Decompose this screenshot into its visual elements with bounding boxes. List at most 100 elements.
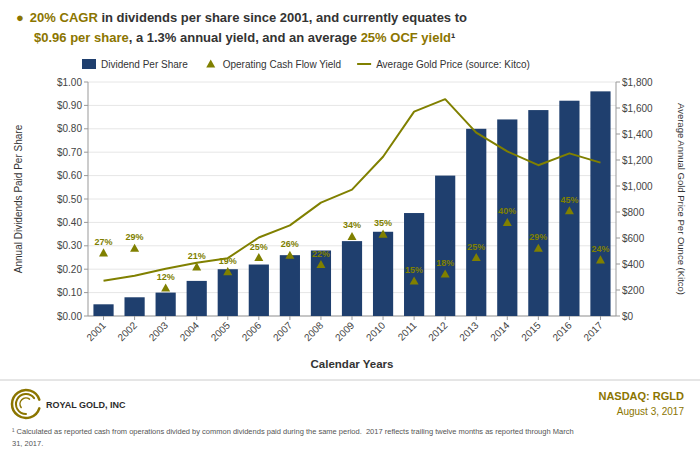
y2-tick-label: $600 (622, 233, 645, 244)
y2-tick (616, 316, 620, 317)
y-tick-label: $1.00 (57, 77, 82, 88)
x-tick (569, 316, 570, 320)
bar (373, 232, 393, 316)
bar (280, 255, 300, 316)
triangle-marker (441, 269, 450, 277)
bar (590, 91, 610, 316)
bar (466, 129, 486, 316)
y-tick (84, 175, 88, 176)
bar (404, 213, 424, 316)
legend-swatch (82, 59, 96, 69)
y2-tick-label: $0 (622, 311, 634, 322)
y-tick-label: $0.60 (57, 170, 82, 181)
bar (124, 297, 144, 316)
triangle-marker (161, 283, 170, 291)
data-label: 25% (467, 242, 485, 252)
footer-divider (0, 380, 700, 381)
text-segment: 20% CAGR (30, 10, 99, 25)
x-tick (196, 316, 197, 320)
y2-tick-label: $1,600 (622, 103, 653, 114)
y-tick-label: $0.40 (57, 217, 82, 228)
y-tick (84, 316, 88, 317)
y-tick (84, 245, 88, 246)
y-tick-label: $0.30 (57, 240, 82, 251)
bar (156, 293, 176, 316)
x-tick (383, 316, 384, 320)
legend-label: Dividend Per Share (101, 59, 188, 70)
line (104, 99, 601, 281)
bar (249, 265, 269, 316)
data-label: 12% (157, 272, 175, 282)
grid (88, 82, 616, 316)
y2-tick-label: $1,400 (622, 129, 653, 140)
x-tick-label: 2009 (333, 319, 357, 343)
legend-swatch (357, 63, 371, 65)
x-tick (289, 316, 290, 320)
data-label: 34% (343, 220, 361, 230)
text-segment: , a 1.3% annual yield (129, 30, 255, 45)
x-tick (600, 316, 601, 320)
x-tick (476, 316, 477, 320)
x-tick (134, 316, 135, 320)
triangle-marker (565, 206, 574, 214)
x-tick-label: 2003 (147, 319, 171, 343)
legend: Dividend Per Share Operating Cash Flow Yi… (82, 59, 530, 70)
y-tick (84, 222, 88, 223)
triangle-marker (192, 262, 201, 270)
bar (218, 269, 238, 316)
logo-text: ROYAL GOLD, INC (46, 400, 126, 410)
y2-tick-label: $1,000 (622, 181, 653, 192)
x-tick-label: 2006 (240, 319, 264, 343)
y2-tick (616, 186, 620, 187)
data-label: 24% (591, 244, 609, 254)
y2-tick (616, 264, 620, 265)
x-tick-label: 2015 (519, 319, 543, 343)
y2-tick-label: $1,800 (622, 77, 653, 88)
x-tick-label: 2017 (581, 319, 605, 343)
x-tick-label: 2016 (550, 319, 574, 343)
x-tick-label: 2013 (457, 319, 481, 343)
chart: ●20% CAGR in dividends per share since 2… (0, 0, 700, 459)
y2-axis-label: Average Annual Gold Price Per Ounce (Kit… (676, 103, 687, 295)
x-tick-label: 2004 (178, 319, 202, 343)
text-segment: , and an average (255, 30, 361, 45)
y2-tick-label: $1,200 (622, 155, 653, 166)
y-tick-label: $0.90 (57, 100, 82, 111)
footnote: 31, 2017. (12, 439, 43, 448)
y-tick-label: $0.70 (57, 147, 82, 158)
x-axis-label: Calendar Years (311, 358, 394, 370)
text-segment: 25% OCF yield (361, 30, 451, 45)
data-label: 22% (312, 249, 330, 259)
triangle-marker (99, 248, 108, 256)
y-tick (84, 152, 88, 153)
bar (187, 281, 207, 316)
y-tick-label: $0.50 (57, 194, 82, 205)
x-tick-label: 2007 (271, 319, 295, 343)
y-tick (84, 292, 88, 293)
data-label: 29% (529, 232, 547, 242)
x-tick-label: 2011 (396, 319, 419, 342)
triangle-marker (379, 230, 388, 238)
y2-tick (616, 134, 620, 135)
logo (12, 390, 39, 418)
triangle-marker (130, 244, 139, 252)
triangle-marker (316, 260, 325, 268)
text-segment: ¹ (451, 30, 455, 45)
data-labels: 27%29%12%21%19%25%26%22%34%35%15%18%25%4… (95, 195, 610, 282)
y-axis-label: Annual Dividends Paid Per Share (13, 124, 24, 273)
legend-label: Operating Cash Flow Yield (223, 59, 341, 70)
triangle-marker (285, 251, 294, 259)
text-segment: ● (16, 10, 24, 25)
triangle-marker (254, 253, 263, 261)
bar (528, 110, 548, 316)
data-label: 35% (374, 218, 392, 228)
x-tick-label: 2005 (209, 319, 233, 343)
x-tick (227, 316, 228, 320)
triangle-marker (348, 232, 357, 240)
legend-swatch (206, 60, 215, 68)
y-tick (84, 105, 88, 106)
y2-tick (616, 82, 620, 83)
y2-tick (616, 238, 620, 239)
grid-line (88, 105, 616, 106)
triangle-marker (534, 244, 543, 252)
